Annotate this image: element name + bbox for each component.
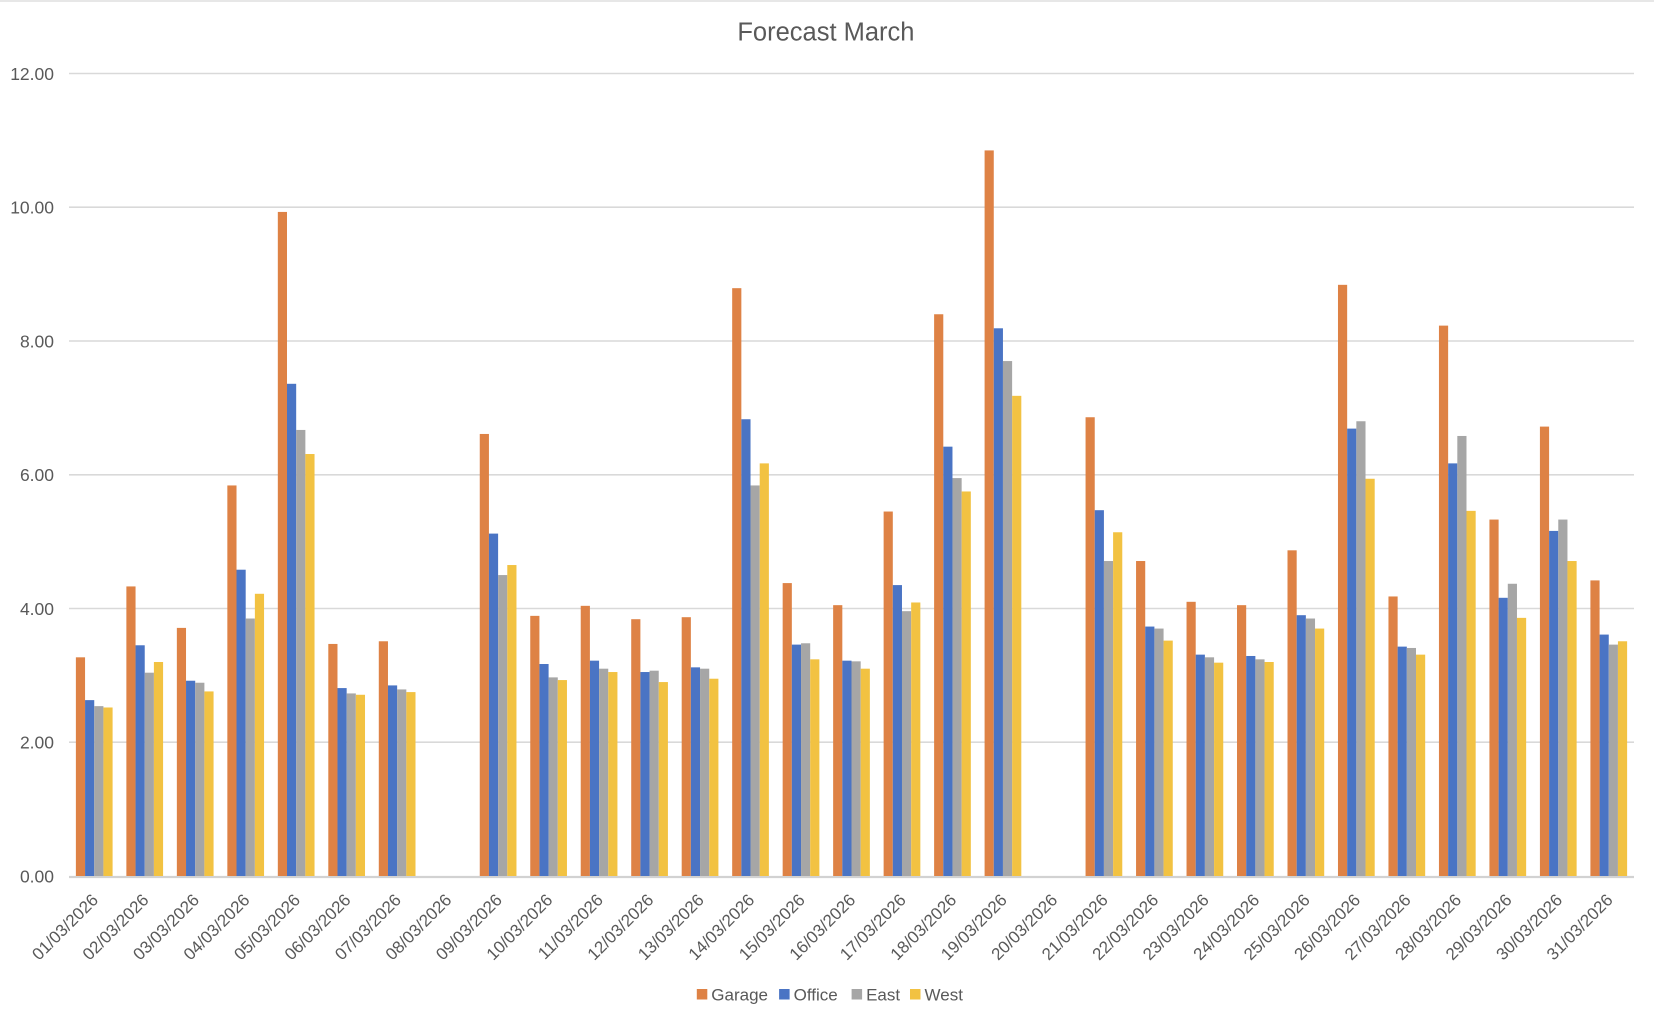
svg-text:Garage: Garage [711,986,768,1005]
svg-text:8.00: 8.00 [20,331,54,351]
svg-text:Office: Office [794,986,838,1005]
svg-text:12.00: 12.00 [10,64,54,84]
svg-text:East: East [866,986,900,1005]
svg-text:4.00: 4.00 [20,599,54,619]
svg-text:2.00: 2.00 [20,733,54,753]
svg-text:10.00: 10.00 [10,198,54,218]
svg-text:0.00: 0.00 [20,866,54,886]
svg-text:Forecast March: Forecast March [737,19,914,47]
svg-text:West: West [925,986,964,1005]
svg-text:6.00: 6.00 [20,465,54,485]
